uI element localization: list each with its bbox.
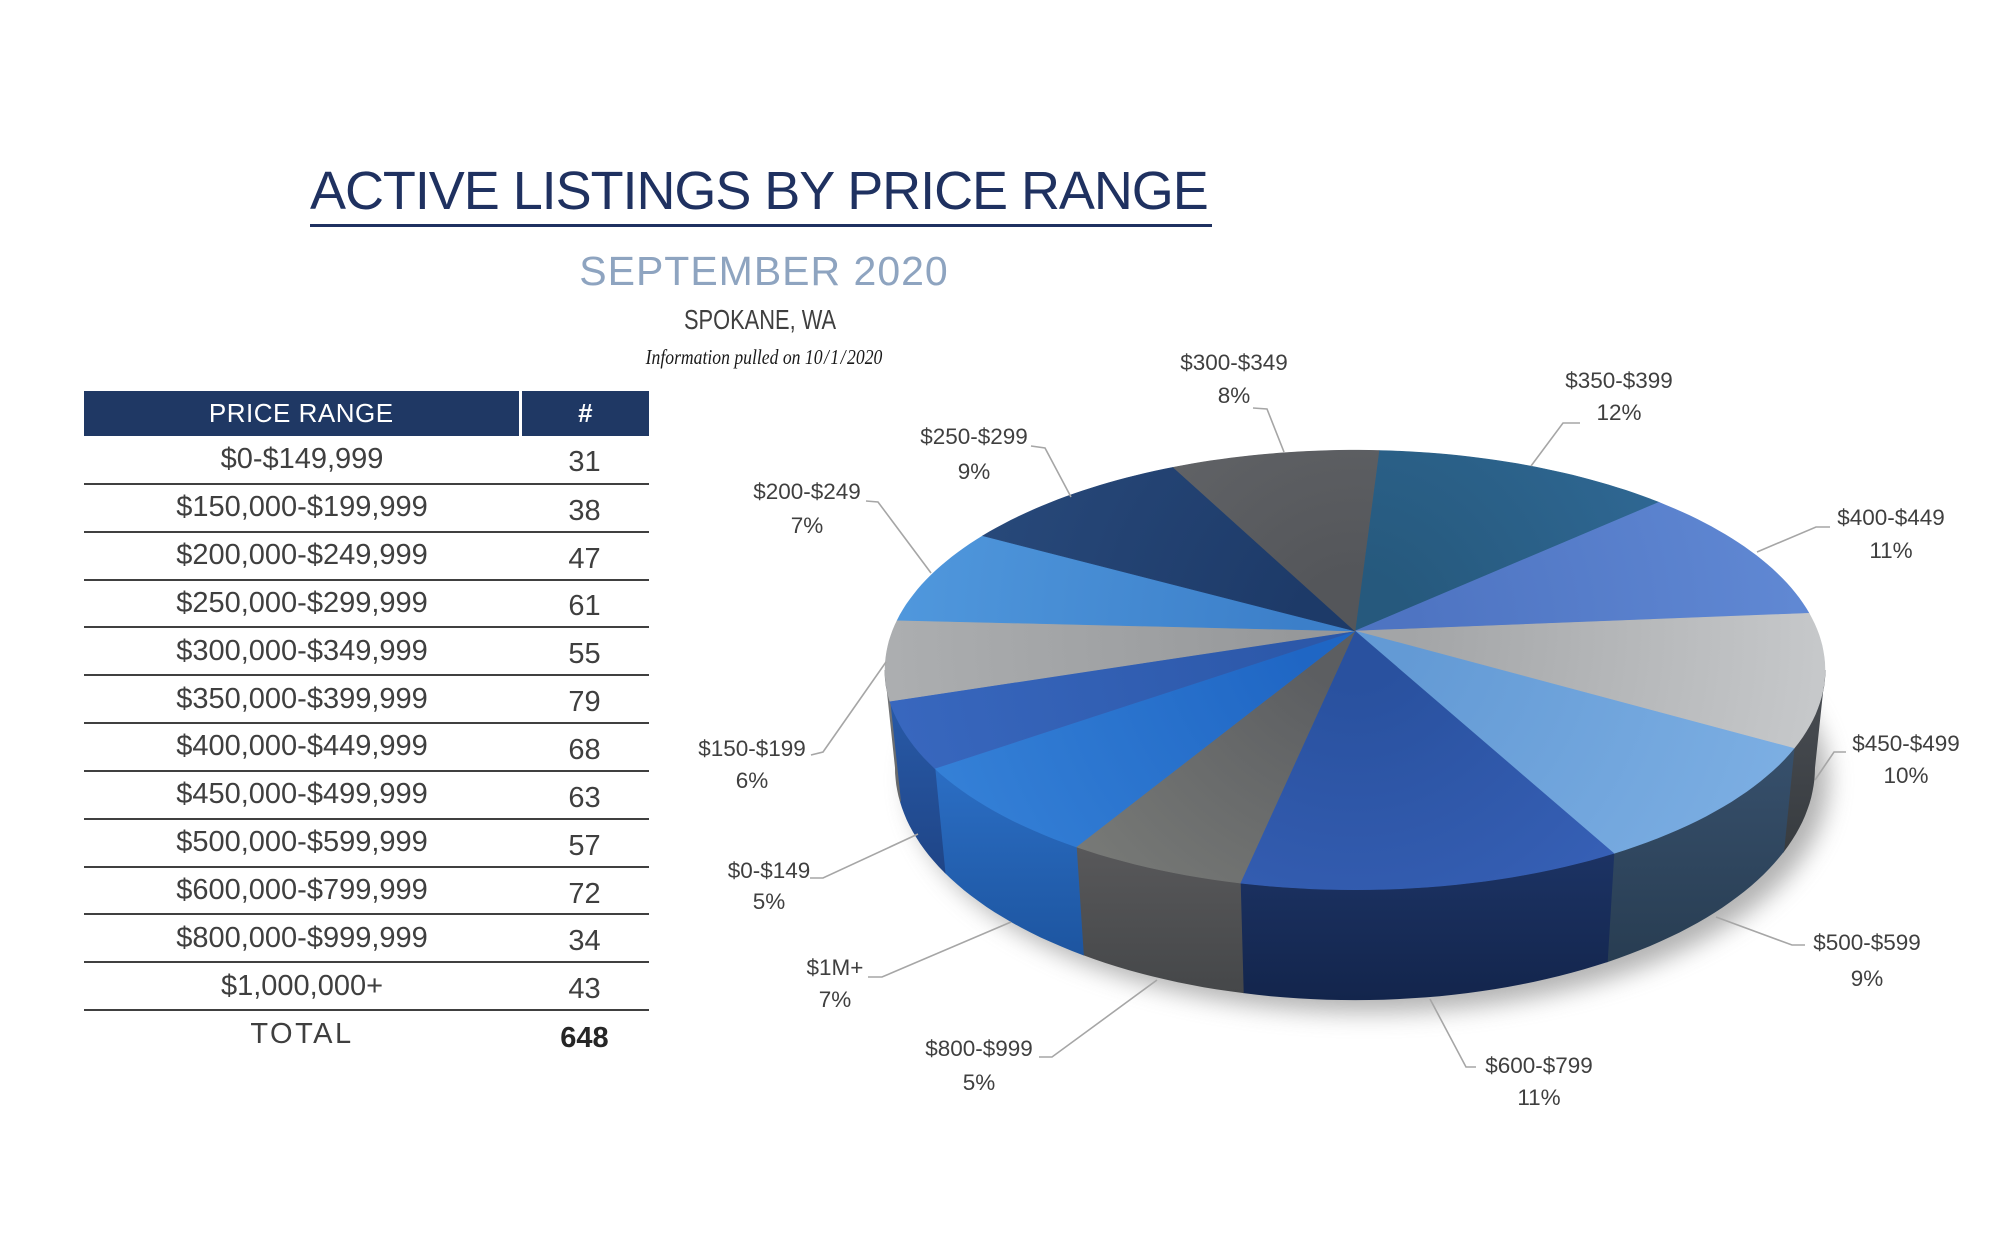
svg-text:8%: 8%: [1218, 383, 1251, 408]
svg-text:$200-$249: $200-$249: [753, 479, 861, 504]
svg-text:7%: 7%: [819, 987, 852, 1012]
svg-text:$500-$599: $500-$599: [1813, 930, 1921, 955]
svg-text:5%: 5%: [753, 889, 786, 914]
svg-text:12%: 12%: [1596, 400, 1641, 425]
svg-text:$0-$149: $0-$149: [728, 858, 811, 883]
svg-text:$400-$449: $400-$449: [1837, 505, 1945, 530]
svg-text:$800-$999: $800-$999: [925, 1036, 1033, 1061]
svg-text:$600-$799: $600-$799: [1485, 1053, 1593, 1078]
svg-text:$150-$199: $150-$199: [698, 736, 806, 761]
svg-text:$250-$299: $250-$299: [920, 424, 1028, 449]
svg-text:11%: 11%: [1517, 1085, 1560, 1110]
svg-text:9%: 9%: [1851, 966, 1884, 991]
svg-text:10%: 10%: [1883, 763, 1928, 788]
svg-text:$1M+: $1M+: [807, 955, 864, 980]
svg-text:6%: 6%: [736, 768, 769, 793]
svg-text:$350-$399: $350-$399: [1565, 368, 1673, 393]
svg-text:9%: 9%: [958, 459, 991, 484]
svg-text:11%: 11%: [1869, 538, 1912, 563]
svg-text:7%: 7%: [791, 513, 824, 538]
svg-text:$300-$349: $300-$349: [1180, 350, 1288, 375]
svg-text:5%: 5%: [963, 1070, 996, 1095]
svg-text:$450-$499: $450-$499: [1852, 731, 1960, 756]
